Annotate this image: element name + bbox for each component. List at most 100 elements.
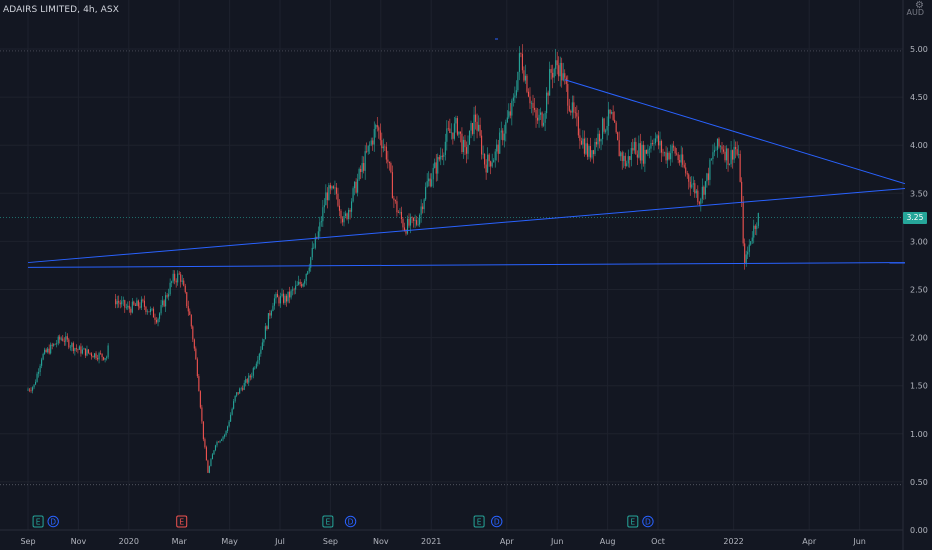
candle-body	[308, 267, 310, 272]
candle-body	[47, 348, 49, 353]
candle-body	[354, 181, 356, 189]
y-tick-label: 4.50	[910, 93, 928, 102]
candle	[228, 419, 230, 428]
candle	[307, 270, 309, 275]
candle-body	[149, 308, 152, 313]
candle	[292, 286, 294, 296]
candle-body	[122, 300, 124, 302]
settings-icon[interactable]: ⚙	[915, 0, 924, 11]
candle-body	[382, 146, 384, 149]
candle-body	[273, 298, 276, 306]
candle	[375, 123, 377, 138]
candle	[394, 199, 396, 204]
candle-body	[84, 348, 87, 356]
candle-body	[394, 200, 396, 202]
candle	[219, 440, 221, 444]
candle-body	[686, 173, 688, 175]
candle-body	[366, 151, 368, 152]
currency-label: AUD	[906, 8, 925, 17]
candle	[326, 187, 328, 209]
candle	[396, 196, 398, 217]
candle	[148, 311, 150, 313]
x-tick-label: Nov	[373, 537, 389, 546]
candle	[387, 150, 389, 169]
candle	[517, 71, 519, 93]
candle	[529, 87, 531, 109]
candle	[600, 138, 602, 151]
x-tick-label: Nov	[71, 537, 87, 546]
candle	[130, 306, 132, 316]
candle	[313, 243, 315, 249]
candle-body	[57, 336, 59, 344]
candle-body	[716, 138, 719, 150]
candle	[68, 337, 70, 350]
candle	[576, 105, 578, 127]
candle	[571, 95, 573, 120]
candle-body	[431, 179, 433, 187]
candle-body	[90, 353, 93, 357]
candle-body	[107, 345, 109, 358]
candle-body	[239, 388, 241, 394]
candle	[293, 287, 295, 295]
candle-body	[100, 353, 102, 354]
candle-body	[753, 225, 755, 238]
candle-body	[351, 201, 353, 212]
candle	[665, 146, 667, 164]
candle	[364, 145, 366, 180]
candle	[133, 300, 135, 306]
x-tick-label: 2022	[723, 537, 743, 546]
candle	[305, 273, 307, 286]
candle	[121, 296, 123, 308]
candle-body	[406, 218, 409, 234]
candle	[426, 173, 428, 188]
candle	[635, 137, 637, 155]
trendline	[27, 187, 906, 264]
candle	[125, 303, 127, 310]
y-tick-label: 0.50	[910, 478, 928, 487]
candle	[553, 67, 555, 83]
candle	[700, 197, 702, 212]
candle	[713, 142, 715, 157]
candle	[428, 171, 430, 187]
candle-body	[89, 352, 91, 354]
candle-body	[562, 73, 564, 81]
candle-body	[355, 181, 357, 193]
candle	[149, 306, 152, 316]
candle	[393, 195, 395, 209]
y-tick-label: 1.00	[910, 430, 928, 439]
candle-body	[251, 375, 253, 378]
candle	[151, 308, 153, 312]
candle	[459, 131, 461, 143]
candle-body	[414, 220, 416, 221]
candle	[98, 351, 100, 364]
x-tick-label: Sep	[323, 537, 338, 546]
candle	[645, 149, 647, 155]
candle	[199, 390, 201, 409]
candle-body	[254, 367, 256, 369]
candle-body	[598, 133, 601, 142]
candle-body	[688, 174, 690, 182]
candle-body	[490, 161, 492, 167]
svg-text:D: D	[645, 517, 651, 526]
candle-body	[668, 152, 670, 160]
candle	[736, 141, 738, 157]
candle	[369, 141, 371, 154]
candle-body	[732, 150, 734, 160]
candle-body	[648, 148, 650, 150]
candle-body	[682, 154, 684, 165]
candle	[347, 207, 350, 224]
candle	[751, 231, 753, 244]
candle-body	[357, 179, 359, 193]
candle-body	[680, 154, 682, 163]
candle-body	[419, 214, 421, 225]
candle-body	[181, 280, 183, 282]
candle	[210, 458, 212, 467]
candle-body	[372, 140, 374, 145]
candle-body	[242, 388, 244, 390]
candle-body	[142, 299, 144, 301]
candle-body	[591, 150, 593, 158]
candle	[727, 148, 729, 172]
candle-body	[101, 353, 103, 358]
candle	[467, 135, 469, 160]
